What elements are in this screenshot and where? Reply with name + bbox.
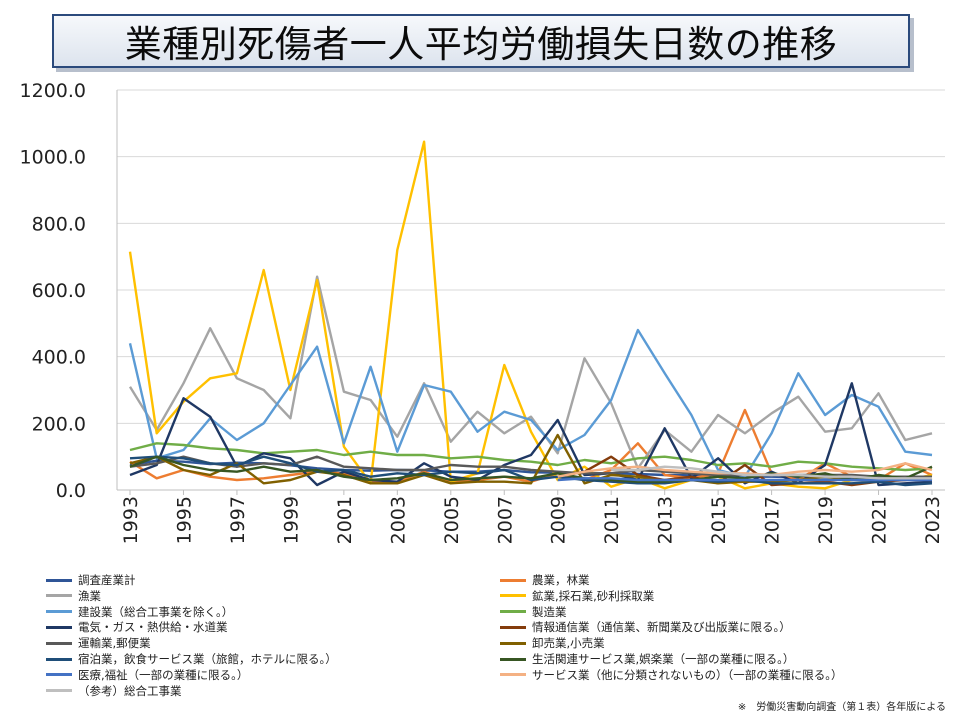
chart-title: 業種別死傷者一人平均労働損失日数の推移: [124, 23, 838, 66]
series-lines: [128, 140, 933, 490]
gridlines: [117, 89, 945, 424]
legend-label: （参考）総合工事業: [78, 683, 182, 698]
legend-item: （参考）総合工事業: [46, 683, 182, 699]
legend-item: 調査産業計: [46, 572, 136, 588]
series-line-14: [611, 465, 932, 480]
legend-item: 鉱業,採石業,砂利採取業: [500, 588, 654, 604]
x-tick-label: 2015: [708, 496, 730, 544]
series-line-13: [557, 462, 933, 478]
x-tick-label: 2011: [601, 496, 623, 544]
source-note: ※ 労働災害動向調査（第１表）各年版による: [737, 702, 946, 713]
legend-item: 運輸業,郵便業: [46, 635, 151, 651]
legend-item: 情報通信業（通信業、新聞業及び出版業に限る。）: [500, 619, 791, 635]
series-line-11: [129, 455, 933, 483]
legend-item: 医療,福祉（一部の業種に限る。）: [46, 667, 248, 683]
legend-swatch: [46, 594, 72, 598]
legend-swatch: [500, 625, 526, 629]
x-tick-label: 2009: [548, 496, 570, 544]
legend-label: 電気・ガス・熱供給・水道業: [78, 620, 228, 635]
legend-swatch: [500, 657, 526, 661]
line-chart: 0.0 200.0 400.0 600.0 800.0 1000.0 1200.0 1993…: [20, 80, 945, 544]
legend-item: 生活関連サービス業,娯楽業（一部の業種に限る。）: [500, 651, 794, 667]
x-tick-label: 1999: [280, 496, 302, 544]
y-tick-label: 600.0: [32, 280, 86, 302]
legend-label: サービス業（他に分類されないもの）（一部の業種に限る。）: [532, 667, 843, 682]
y-tick-label: 1200.0: [20, 80, 86, 102]
x-tick-label: 2021: [869, 496, 891, 544]
y-tick-label: 0.0: [56, 480, 86, 502]
legend-swatch: [46, 689, 72, 693]
x-tick-label: 2017: [762, 496, 784, 544]
y-axis-ticks: 0.0 200.0 400.0 600.0 800.0 1000.0 1200.0: [20, 80, 86, 502]
series-line-4: [128, 328, 933, 478]
legend-swatch: [46, 641, 72, 645]
y-tick-label: 400.0: [32, 347, 86, 369]
legend-item: 製造業: [500, 604, 567, 620]
legend-swatch: [46, 610, 72, 614]
legend-swatch: [46, 657, 72, 661]
x-tick-label: 2013: [655, 496, 677, 544]
series-line-3: [128, 140, 933, 490]
legend-label: 調査産業計: [78, 573, 136, 587]
legend-label: 卸売業,小売業: [532, 636, 605, 651]
legend-item: 漁業: [46, 588, 101, 604]
x-axis-ticks: 1993 1995 1997 1999 2001 2003 2005 2007 2009 2011…: [120, 490, 944, 544]
legend-item: 宿泊業，飲食サービス業（旅館，ホテルに限る。）: [46, 651, 337, 667]
legend-swatch: [500, 610, 526, 614]
legend-item: 建設業（総合工事業を除く。）: [46, 604, 233, 620]
legend-label: 漁業: [78, 588, 101, 603]
x-tick-label: 1995: [173, 496, 195, 544]
x-tick-label: 2001: [334, 496, 356, 544]
legend-label: 農業，林業: [532, 573, 590, 587]
legend-swatch: [500, 641, 526, 645]
legend-label: 医療,福祉（一部の業種に限る。）: [78, 667, 249, 682]
legend-swatch: [500, 673, 526, 677]
series-line-2: [128, 275, 933, 470]
legend-swatch: [46, 578, 72, 582]
legend-swatch: [500, 578, 526, 582]
legend-label: 建設業（総合工事業を除く。）: [78, 604, 234, 619]
y-tick-label: 200.0: [32, 413, 86, 435]
x-tick-label: 1997: [227, 496, 249, 544]
legend-label: 運輸業,郵便業: [78, 636, 151, 651]
x-tick-label: 2007: [494, 496, 516, 544]
legend-label: 鉱業,採石業,砂利採取業: [532, 588, 655, 603]
x-tick-label: 2003: [387, 496, 409, 544]
legend-swatch: [46, 625, 72, 629]
legend-item: 電気・ガス・熱供給・水道業: [46, 619, 228, 635]
series-line-12: [557, 477, 932, 482]
legend-item: 卸売業,小売業: [500, 635, 605, 651]
legend-label: 生活関連サービス業,娯楽業（一部の業種に限る。）: [532, 652, 795, 666]
x-tick-label: 1993: [120, 496, 142, 544]
legend-swatch: [500, 594, 526, 598]
axes: [116, 90, 945, 491]
series-line-10: [129, 455, 933, 487]
title-box: 業種別死傷者一人平均労働損失日数の推移: [52, 14, 910, 68]
x-tick-label: 2005: [441, 496, 463, 544]
legend-label: 情報通信業（通信業、新聞業及び出版業に限る。）: [532, 620, 791, 635]
legend-label: 宿泊業，飲食サービス業（旅館，ホテルに限る。）: [78, 652, 337, 666]
legend-swatch: [46, 673, 72, 677]
y-tick-label: 800.0: [32, 213, 86, 235]
x-tick-label: 2023: [922, 496, 944, 544]
legend-label: 製造業: [532, 604, 567, 619]
x-tick-label: 2019: [815, 496, 837, 544]
y-tick-label: 1000.0: [20, 147, 86, 169]
legend-item: 農業，林業: [500, 572, 590, 588]
legend-item: サービス業（他に分類されないもの）（一部の業種に限る。）: [500, 667, 843, 683]
